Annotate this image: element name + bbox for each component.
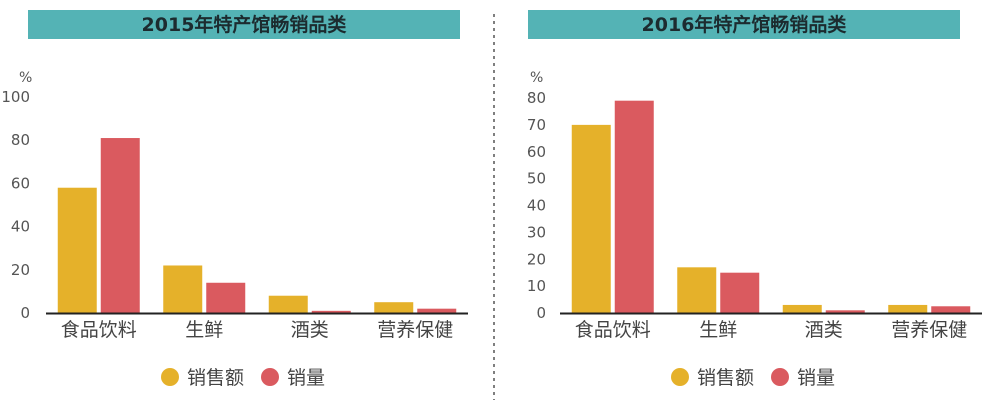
chart-title-bar <box>28 10 460 39</box>
y-tick-label: 20 <box>11 261 30 279</box>
y-tick-label: 70 <box>527 116 546 134</box>
bar-sales-volume <box>931 306 971 313</box>
bar-sales-amount <box>374 302 414 313</box>
chart-title: 2016年特产馆畅销品类 <box>642 13 847 36</box>
y-tick-label: 10 <box>527 277 546 295</box>
legend-label: 销售额 <box>187 367 244 389</box>
y-tick-label: 80 <box>527 89 546 107</box>
legend-swatch-sales-volume <box>771 368 789 386</box>
y-tick-label: 100 <box>1 88 30 106</box>
chart-panel-1: 2015年特产馆畅销品类% 0 20 40 60 80 100 食品饮料 生鲜 酒类 营养保健销售额… <box>1 10 468 389</box>
bar-sales-amount <box>163 265 203 313</box>
bar-sales-volume <box>825 310 865 313</box>
chart-panel-2: 2016年特产馆畅销品类% 0 10 20 30 40 50 60 70 80 食品饮料 生鲜 酒类 营养… <box>527 10 982 389</box>
legend-label: 销量 <box>287 367 325 389</box>
legend-swatch-sales-amount <box>671 368 689 386</box>
legend-swatch-sales-amount <box>161 368 179 386</box>
y-axis-unit: % <box>19 70 32 86</box>
legend-label: 销量 <box>797 367 835 389</box>
y-tick-label: 50 <box>527 170 546 188</box>
x-category-label: 食品饮料 <box>575 319 651 341</box>
bar-sales-volume <box>417 308 457 313</box>
bar-sales-amount <box>677 267 717 313</box>
x-category-label: 生鲜 <box>699 319 737 341</box>
chart-title: 2015年特产馆畅销品类 <box>142 13 347 36</box>
legend-label: 销售额 <box>697 367 754 389</box>
x-category-label: 酒类 <box>291 319 329 341</box>
bar-sales-volume <box>206 282 246 313</box>
bar-sales-volume <box>614 100 654 313</box>
chart-title-bar <box>528 10 960 39</box>
bar-sales-amount <box>782 304 822 313</box>
y-tick-label: 0 <box>536 304 546 322</box>
y-tick-label: 0 <box>20 304 30 322</box>
y-tick-label: 40 <box>11 218 30 236</box>
y-axis-unit: % <box>530 70 543 86</box>
x-category-label: 营养保健 <box>377 319 453 341</box>
x-category-label: 食品饮料 <box>61 319 137 341</box>
y-tick-label: 60 <box>527 143 546 161</box>
y-tick-label: 30 <box>527 223 546 241</box>
legend-swatch-sales-volume <box>261 368 279 386</box>
y-tick-label: 40 <box>527 197 546 215</box>
bar-sales-amount <box>888 304 928 313</box>
x-category-label: 生鲜 <box>185 319 223 341</box>
bar-sales-volume <box>720 272 760 313</box>
x-category-label: 营养保健 <box>891 319 967 341</box>
bar-sales-volume <box>311 310 351 313</box>
y-tick-label: 80 <box>11 131 30 149</box>
x-category-label: 酒类 <box>805 319 843 341</box>
y-tick-label: 20 <box>527 250 546 268</box>
y-tick-label: 60 <box>11 174 30 192</box>
bar-sales-volume <box>100 138 140 313</box>
bar-sales-amount <box>57 187 97 313</box>
bar-sales-amount <box>268 295 308 313</box>
bar-sales-amount <box>571 124 611 313</box>
